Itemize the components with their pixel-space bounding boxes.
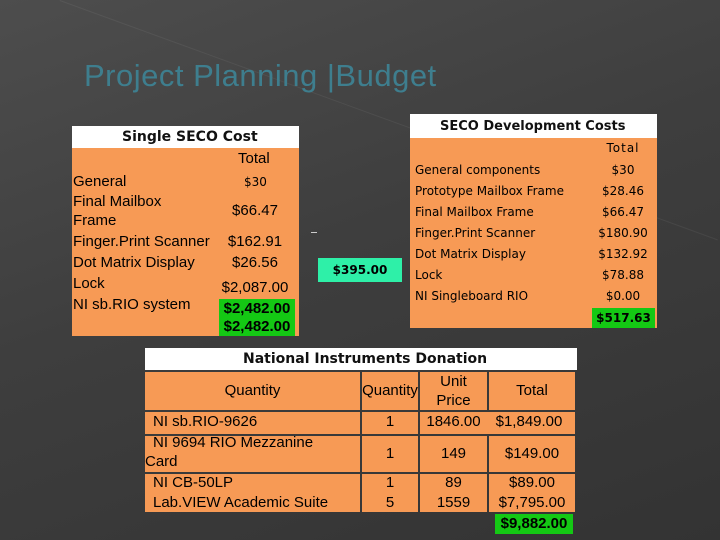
ni-row-item-cont: Card xyxy=(145,453,178,470)
seco-dev-total-header: Total xyxy=(606,141,640,155)
ni-row-total: $149.00 xyxy=(504,445,560,462)
seco-dev-body: Total General components $30 Prototype M… xyxy=(410,138,657,328)
single-seco-row-value: $26.56 xyxy=(232,254,278,271)
single-seco-row-value: $162.91 xyxy=(227,233,283,250)
single-seco-header: Single SECO Cost xyxy=(72,126,299,148)
seco-dev-header: SECO Development Costs xyxy=(410,114,657,138)
seco-dev-row-label: Final Mailbox Frame xyxy=(415,205,534,219)
single-seco-row-label: Final Mailbox xyxy=(73,193,162,210)
dev-cost-chip: $395.00 xyxy=(318,258,402,282)
seco-dev-row-label: NI Singleboard RIO xyxy=(415,289,529,303)
ni-row-item: NI 9694 RIO Mezzanine xyxy=(153,434,314,451)
single-seco-total-header: Total xyxy=(238,150,270,167)
ni-col-qty-header: Quantity xyxy=(362,382,418,399)
ni-row-item: NI sb.RIO-9626 xyxy=(153,413,258,430)
single-seco-grand-total: $2,482.00 xyxy=(219,318,295,336)
ni-header-cell xyxy=(362,372,418,410)
ni-row-cell xyxy=(420,412,575,434)
ni-col-unit-header-cont: Price xyxy=(436,392,471,409)
ni-row-qty: 1 xyxy=(385,413,395,430)
single-seco-row-label-cont: Frame xyxy=(73,212,117,229)
single-seco-row-value: $2,087.00 xyxy=(221,279,289,296)
single-seco-row-value: $66.47 xyxy=(232,202,278,219)
ni-row-cell xyxy=(362,436,418,472)
single-seco-row-label: Lock xyxy=(73,275,105,292)
ni-row-total: $1,849.00 xyxy=(495,413,563,430)
seco-development-costs-table: SECO Development Costs Total General com… xyxy=(410,114,657,328)
single-seco-cost-table: Single SECO Cost Total General $30 Final… xyxy=(72,126,299,336)
ni-row-qty: 5 xyxy=(385,494,395,511)
seco-dev-row-label: Finger.Print Scanner xyxy=(415,226,536,240)
seco-dev-row-value: $180.90 xyxy=(598,226,648,240)
ni-header-cell xyxy=(420,372,487,410)
ni-row-unit-price: 1846.00 xyxy=(426,413,481,430)
ni-row-cell xyxy=(420,436,487,472)
ni-row-unit-price: 89 xyxy=(445,474,462,491)
seco-dev-title: SECO Development Costs xyxy=(440,119,626,134)
single-seco-row-label: NI sb.RIO system xyxy=(73,296,191,313)
ni-grand-total: $9,882.00 xyxy=(495,514,573,534)
ni-header-cell xyxy=(145,372,360,410)
ni-row-cell xyxy=(489,436,575,472)
seco-dev-row-value: $30 xyxy=(611,163,635,177)
ni-row-cell xyxy=(420,474,487,512)
single-seco-row-value: $30 xyxy=(244,175,267,189)
seco-dev-row-label: Prototype Mailbox Frame xyxy=(415,184,564,198)
dash-mark xyxy=(311,232,317,233)
ni-row-cell xyxy=(145,436,360,472)
ni-row-cell xyxy=(145,474,360,512)
ni-row-unit-price: 1559 xyxy=(436,494,471,511)
ni-row-unit-price: 149 xyxy=(440,445,467,462)
ni-row-total: $7,795.00 xyxy=(498,494,566,511)
ni-header-cell xyxy=(489,372,575,410)
page-title: Project Planning |Budget xyxy=(84,58,437,93)
ni-donation-table: National Instruments Donation Quantity Q… xyxy=(145,348,577,534)
single-seco-row-value-highlight: $2,482.00 xyxy=(219,299,295,318)
ni-row-total: $89.00 xyxy=(509,474,555,491)
ni-col-item-header: Quantity xyxy=(224,382,281,399)
single-seco-row-label: Finger.Print Scanner xyxy=(73,233,210,250)
ni-row-item: NI CB-50LP xyxy=(153,474,234,491)
ni-row-item: Lab.VIEW Academic Suite xyxy=(153,494,329,511)
ni-row-cell xyxy=(489,474,575,512)
seco-dev-row-value: $132.92 xyxy=(598,247,648,261)
seco-dev-row-label: Lock xyxy=(415,268,443,282)
ni-donation-header: National Instruments Donation xyxy=(145,348,577,370)
single-seco-row-label: General xyxy=(73,173,127,190)
ni-donation-title: National Instruments Donation xyxy=(243,351,488,367)
seco-dev-row-value: $0.00 xyxy=(605,289,641,303)
ni-col-total-header: Total xyxy=(516,382,548,399)
single-seco-row-label: Dot Matrix Display xyxy=(73,254,195,271)
ni-row-qty: 1 xyxy=(385,474,395,491)
ni-row-cell xyxy=(145,412,360,434)
ni-row-qty: 1 xyxy=(385,445,395,462)
ni-row-cell xyxy=(362,474,418,512)
seco-dev-grand-total: $517.63 xyxy=(592,308,655,328)
seco-dev-row-label: General components xyxy=(415,163,541,177)
single-seco-title: Single SECO Cost xyxy=(122,129,258,145)
ni-col-unit-header: Unit xyxy=(440,373,467,390)
seco-dev-row-value: $78.88 xyxy=(602,268,644,282)
seco-dev-row-label: Dot Matrix Display xyxy=(415,247,526,261)
seco-dev-row-value: $66.47 xyxy=(602,205,644,219)
seco-dev-row-value: $28.46 xyxy=(602,184,644,198)
single-seco-body: Total General $30 Final Mailbox Frame $6… xyxy=(72,148,299,336)
ni-row-cell xyxy=(362,412,418,434)
